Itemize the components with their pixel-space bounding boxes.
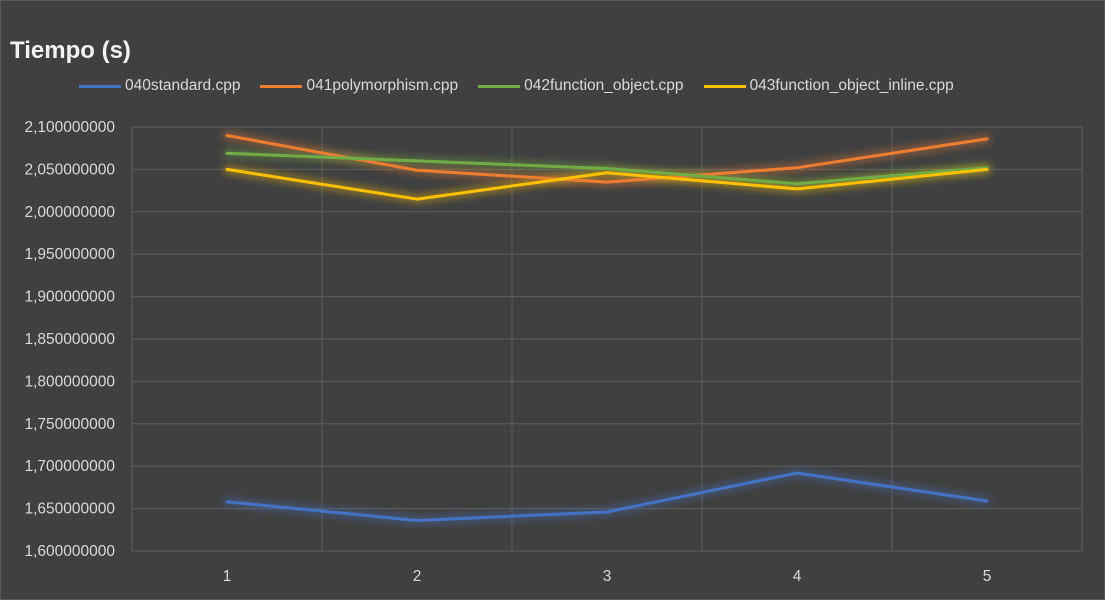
x-tick-label: 5 [983, 568, 992, 585]
legend-label: 043function_object_inline.cpp [749, 77, 954, 94]
y-tick-label: 1,850000000 [24, 331, 115, 348]
y-tick-label: 1,950000000 [24, 246, 115, 263]
y-tick-label: 2,100000000 [24, 119, 115, 136]
legend-item[interactable]: 043function_object_inline.cpp [703, 77, 954, 95]
x-tick-label: 4 [793, 568, 802, 585]
series-line [225, 471, 989, 522]
legend-label: 040standard.cpp [125, 77, 241, 94]
x-tick-label: 3 [603, 568, 612, 585]
legend-swatch [478, 84, 521, 88]
legend-swatch [260, 84, 303, 88]
y-tick-label: 2,000000000 [24, 204, 115, 221]
series-line [225, 167, 989, 201]
y-tick-label: 1,600000000 [24, 543, 115, 560]
legend-item[interactable]: 040standard.cpp [79, 77, 240, 95]
y-tick-label: 1,650000000 [24, 501, 115, 518]
legend-item[interactable]: 042function_object.cpp [478, 77, 684, 95]
legend-label: 041polymorphism.cpp [306, 77, 459, 94]
legend: 040standard.cpp 041polymorphism.cpp 042f… [79, 76, 974, 96]
chart-title: Tiempo (s) [10, 37, 131, 64]
x-tick-label: 2 [413, 568, 422, 585]
legend-item[interactable]: 041polymorphism.cpp [260, 77, 458, 95]
legend-swatch [79, 84, 121, 88]
y-tick-label: 1,900000000 [24, 289, 115, 306]
legend-label: 042function_object.cpp [524, 77, 684, 94]
x-tick-label: 1 [223, 568, 232, 585]
series-line [225, 151, 989, 186]
y-tick-label: 1,750000000 [24, 416, 115, 433]
y-tick-label: 1,800000000 [24, 373, 115, 390]
y-tick-label: 2,050000000 [24, 161, 115, 178]
y-tick-label: 1,700000000 [24, 458, 115, 475]
legend-swatch [703, 84, 746, 88]
